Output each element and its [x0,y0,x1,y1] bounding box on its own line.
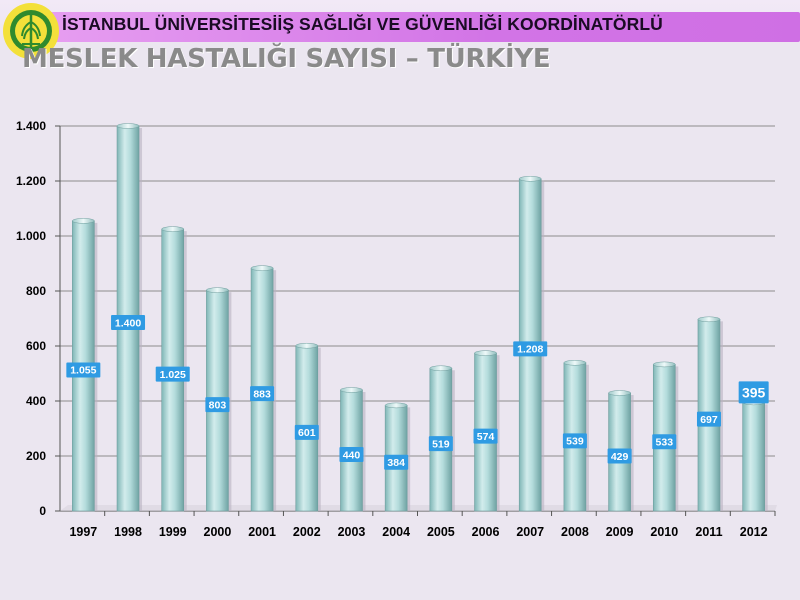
x-tick-label: 1997 [69,525,97,539]
data-label: 1.055 [70,365,96,377]
y-tick-label: 800 [26,284,46,298]
data-label-box [205,397,230,413]
y-tick-label: 0 [39,504,46,518]
bar-top [72,218,95,224]
x-tick-label: 2006 [472,525,500,539]
y-tick-label: 1.400 [16,119,46,133]
bar-top [206,287,229,293]
bar-top [608,390,631,396]
x-tick-label: 2002 [293,525,321,539]
y-tick-label: 1.200 [16,174,46,188]
bar-top [295,342,319,349]
bar-top [563,360,587,366]
x-tick-label: 2000 [204,525,232,539]
y-tick-label: 400 [26,394,46,408]
x-tick-label: 2009 [606,525,634,539]
bar-top [653,361,676,368]
data-label: 539 [566,436,584,448]
bar-top [384,402,408,409]
x-tick-label: 1999 [159,525,187,539]
data-label: 395 [742,384,766,400]
data-label-box [513,341,548,357]
data-label: 1.208 [517,344,543,356]
y-tick-label: 200 [26,449,46,463]
data-label: 1.400 [115,317,141,329]
data-label: 519 [432,438,450,450]
data-label: 574 [477,431,495,443]
x-tick-label: 2005 [427,525,455,539]
bar-top [697,316,721,323]
data-label-box [250,386,275,402]
data-label: 883 [253,388,271,400]
x-tick-label: 2004 [382,525,410,539]
data-label-box [738,381,769,404]
data-label-box [473,428,498,444]
data-label-box [696,411,721,427]
bar-top [250,265,274,271]
data-label-box [111,315,146,330]
data-label-box [562,433,587,449]
x-tick-label: 2010 [650,525,678,539]
x-tick-label: 2007 [516,525,544,539]
bar-top [429,365,453,372]
university-seal-icon [3,3,59,59]
data-label: 533 [656,436,674,448]
header-banner: İSTANBUL ÜNİVERSİTESİİŞ SAĞLIĞI VE GÜVEN… [0,0,800,46]
data-label-box [294,424,319,440]
data-label-box [428,436,453,452]
y-tick-label: 600 [26,339,46,353]
bar-top [518,176,542,182]
header-bar [30,12,800,42]
data-label: 697 [700,414,718,426]
data-label-box [155,366,190,382]
data-label: 429 [611,451,629,463]
data-label-box [339,447,364,462]
data-label: 440 [343,449,361,461]
chart-floor [60,505,777,511]
bar-top [474,350,497,356]
bar-top [340,387,363,393]
data-label: 1.025 [160,369,186,381]
data-label-box [652,434,677,450]
institution-name: İSTANBUL ÜNİVERSİTESİİŞ SAĞLIĞI VE GÜVEN… [62,14,663,34]
data-label-box [607,448,632,464]
data-label: 384 [387,457,405,469]
chart-title: MESLEK HASTALIĞI SAYISI – TÜRKİYE [22,44,551,74]
data-label-box [66,362,101,378]
data-label-box [384,454,409,470]
x-tick-label: 2008 [561,525,589,539]
x-tick-label: 2003 [338,525,366,539]
bar-top [116,123,140,129]
bar-top [161,226,184,232]
bar [742,402,765,512]
data-label: 601 [298,427,316,439]
x-tick-label: 2011 [695,525,722,539]
x-tick-label: 2012 [740,525,768,539]
x-tick-label: 2001 [248,525,276,539]
x-tick-label: 1998 [114,525,142,539]
data-label: 803 [209,399,227,411]
y-tick-label: 1.000 [16,229,46,243]
